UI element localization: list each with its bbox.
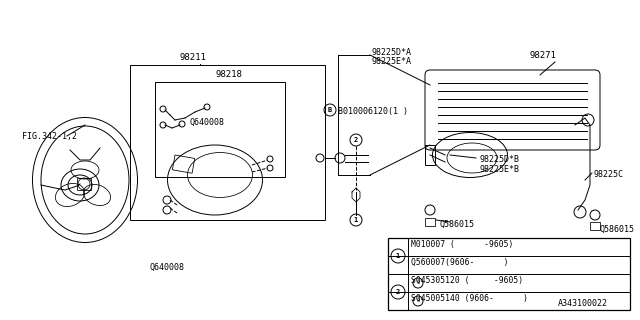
Text: Q640008: Q640008 [190, 118, 225, 127]
Text: S045005140 (9606-      ): S045005140 (9606- ) [411, 294, 528, 303]
Text: Q586015: Q586015 [600, 225, 635, 234]
Text: 1: 1 [396, 253, 400, 259]
Text: S: S [417, 299, 420, 303]
Text: 98271: 98271 [530, 51, 557, 60]
Bar [77, 178, 91, 190]
Bar [590, 222, 600, 230]
Text: 1: 1 [354, 217, 358, 223]
Bar [172, 155, 195, 173]
Text: S045305120 (     -9605): S045305120 ( -9605) [411, 276, 523, 285]
Text: M010007 (      -9605): M010007 ( -9605) [411, 240, 513, 249]
Text: Q640008: Q640008 [150, 263, 185, 272]
Text: B010006120(1 ): B010006120(1 ) [338, 107, 408, 116]
Text: A343100022: A343100022 [558, 299, 608, 308]
Text: FIG.342-1,2: FIG.342-1,2 [22, 132, 77, 141]
Text: 2: 2 [396, 289, 400, 295]
Text: 2: 2 [354, 137, 358, 143]
Bar [155, 82, 285, 177]
Text: B: B [328, 107, 332, 113]
Text: 98225D*B: 98225D*B [480, 155, 520, 164]
Text: 98218: 98218 [215, 70, 242, 79]
Bar [388, 238, 630, 310]
Bar [130, 65, 325, 220]
Bar [425, 145, 435, 165]
Text: 98211: 98211 [180, 53, 207, 62]
Text: 98225E*B: 98225E*B [480, 165, 520, 174]
Text: 98225C: 98225C [594, 170, 624, 179]
Text: Q560007(9606-      ): Q560007(9606- ) [411, 258, 509, 267]
Bar [425, 218, 435, 226]
Text: Q586015: Q586015 [440, 220, 475, 229]
Text: S: S [417, 281, 420, 285]
Text: 98225D*A: 98225D*A [372, 48, 412, 57]
Text: 98225E*A: 98225E*A [372, 57, 412, 66]
